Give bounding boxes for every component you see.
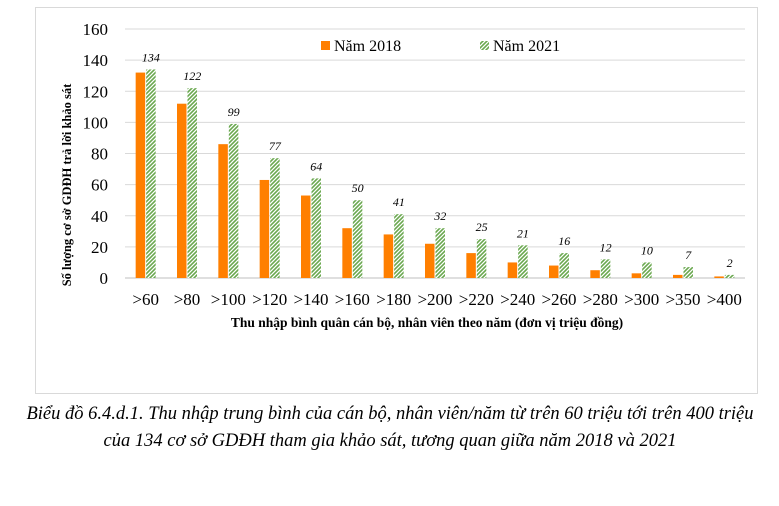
bar-2018 — [342, 228, 352, 278]
legend-swatch-2018 — [321, 41, 330, 50]
bar-2021 — [352, 200, 363, 278]
bar-2018 — [590, 270, 600, 278]
y-tick-label: 160 — [83, 20, 109, 39]
chart-frame — [35, 7, 758, 394]
legend: Năm 2018 Năm 2021 — [321, 38, 560, 55]
bar-2018 — [177, 103, 187, 278]
bar-2021 — [146, 69, 156, 279]
bar-2018 — [714, 276, 724, 278]
legend-swatch-2021 — [480, 41, 489, 50]
data-label-2021: 41 — [393, 195, 405, 209]
bar-2021 — [559, 253, 569, 278]
data-label-2021: 16 — [558, 234, 570, 248]
bar-2021 — [518, 245, 528, 278]
bar-2021 — [724, 274, 735, 278]
bar-2018 — [301, 195, 311, 278]
x-tick-label: >80 — [174, 290, 201, 309]
x-tick-label: >200 — [417, 290, 452, 309]
x-tick-label: >400 — [707, 290, 742, 309]
x-tick-label: >140 — [293, 290, 328, 309]
data-label-2021: 99 — [228, 105, 240, 119]
data-label-2021: 21 — [517, 226, 529, 240]
bar-2018 — [631, 273, 642, 278]
x-tick-label: >300 — [624, 290, 659, 309]
bar-2018 — [507, 262, 518, 278]
gridlines — [125, 28, 745, 279]
x-tick-label: >160 — [335, 290, 370, 309]
bar-2018 — [673, 274, 683, 278]
x-tick-label: >350 — [665, 290, 700, 309]
y-tick-label: 40 — [91, 207, 108, 226]
figure-caption: Biểu đồ 6.4.d.1. Thu nhập trung bình của… — [26, 404, 754, 451]
x-tick-label: >180 — [376, 290, 411, 309]
data-label-2021: 10 — [641, 243, 653, 257]
x-tick-label: >240 — [500, 290, 535, 309]
data-label-2021: 7 — [685, 248, 692, 262]
x-tick-label: >100 — [211, 290, 246, 309]
data-label-2021: 50 — [352, 181, 364, 195]
x-tick-label: >280 — [583, 290, 618, 309]
data-label-2021: 12 — [600, 240, 612, 254]
data-label-2021: 122 — [183, 69, 201, 83]
bar-2021 — [311, 178, 321, 278]
x-axis-title: Thu nhập bình quân cán bộ, nhân viên the… — [231, 315, 623, 330]
y-tick-label: 0 — [100, 269, 109, 288]
bar-2018 — [218, 144, 228, 278]
bar-2018 — [259, 179, 270, 278]
legend-label-2018: Năm 2018 — [334, 38, 401, 55]
x-tick-label: >220 — [459, 290, 494, 309]
y-tick-label: 100 — [83, 113, 109, 132]
bar-2018 — [466, 253, 476, 278]
y-axis-title: Số lượng cơ sở GDĐH trả lời khảo sát — [60, 83, 74, 286]
bar-2021 — [435, 228, 445, 278]
data-label-2021: 2 — [727, 256, 733, 270]
bar-2021 — [228, 123, 239, 279]
y-tick-label: 80 — [91, 145, 108, 164]
bar-2021 — [394, 214, 404, 278]
data-labels: 134 122 99 77 64 50 41 32 25 21 16 12 10 7 2 — [142, 50, 733, 269]
y-tick-label: 60 — [91, 176, 108, 195]
bar-2021 — [187, 88, 197, 278]
y-axis-ticks: 0 20 40 60 80 100 120 140 160 — [83, 20, 109, 288]
data-label-2021: 25 — [476, 220, 488, 234]
bar-2018 — [549, 265, 559, 278]
data-label-2021: 134 — [142, 50, 160, 64]
data-label-2021: 64 — [310, 159, 322, 173]
bar-2021 — [476, 239, 487, 278]
y-tick-label: 140 — [83, 51, 109, 70]
x-tick-label: >120 — [252, 290, 287, 309]
bar-2021 — [683, 267, 693, 278]
x-tick-label: >260 — [541, 290, 576, 309]
x-axis-ticks: >60 >80 >100 >120 >140 >160 >180 >200 >220 >240 >2… — [132, 290, 742, 309]
bar-2021 — [600, 259, 611, 278]
bar-2021 — [270, 158, 280, 278]
bars — [135, 69, 735, 279]
data-label-2021: 77 — [269, 139, 282, 153]
bar-2021 — [642, 262, 652, 278]
legend-label-2021: Năm 2021 — [493, 38, 560, 55]
x-tick-label: >60 — [132, 290, 159, 309]
bar-2018 — [135, 72, 146, 278]
data-label-2021: 32 — [433, 209, 446, 223]
y-tick-label: 20 — [91, 238, 108, 257]
y-tick-label: 120 — [83, 82, 109, 101]
bar-2018 — [383, 234, 394, 278]
bar-2018 — [425, 243, 435, 278]
